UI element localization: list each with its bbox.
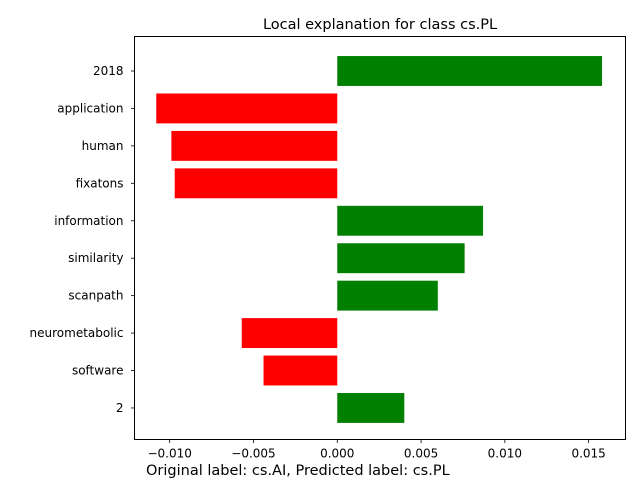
- y-tick-label: software: [72, 364, 124, 378]
- y-ticks: 2018 application human fixatons information s…: [30, 64, 135, 415]
- y-tick-label: information: [54, 214, 123, 228]
- axes-frame: [134, 36, 626, 440]
- bar-2018: [337, 56, 603, 86]
- y-tick-label: 2: [116, 401, 124, 415]
- x-tick-label: −0.010: [147, 447, 191, 461]
- y-tick-label: neurometabolic: [30, 326, 124, 340]
- bar-neurometabolic: [241, 318, 338, 349]
- bar-information: [337, 205, 484, 236]
- bar-human: [171, 130, 338, 161]
- bars-layer: [156, 56, 603, 423]
- y-tick-label: scanpath: [68, 289, 123, 303]
- x-tick-label: −0.005: [231, 447, 275, 461]
- bar-fixatons: [174, 168, 338, 199]
- y-tick-label: 2018: [93, 64, 124, 78]
- x-ticks: −0.010 −0.005 0.000 0.005 0.010 0.015: [147, 439, 606, 461]
- bar-2: [337, 393, 405, 423]
- x-tick-label: 0.015: [571, 447, 605, 461]
- bar-software: [263, 355, 338, 386]
- chart-title: Local explanation for class cs.PL: [263, 17, 497, 33]
- chart-caption: Original label: cs.AI, Predicted label: …: [146, 463, 450, 479]
- bar-application: [156, 93, 338, 124]
- y-tick-label: human: [82, 139, 124, 153]
- y-tick-label: fixatons: [76, 176, 124, 190]
- x-tick-label: 0.005: [404, 447, 438, 461]
- y-tick-label: similarity: [68, 251, 123, 265]
- x-tick-label: 0.010: [488, 447, 522, 461]
- y-tick-label: application: [57, 101, 123, 115]
- bar-scanpath: [337, 280, 438, 311]
- x-tick-label: 0.000: [320, 447, 354, 461]
- bar-similarity: [337, 243, 465, 274]
